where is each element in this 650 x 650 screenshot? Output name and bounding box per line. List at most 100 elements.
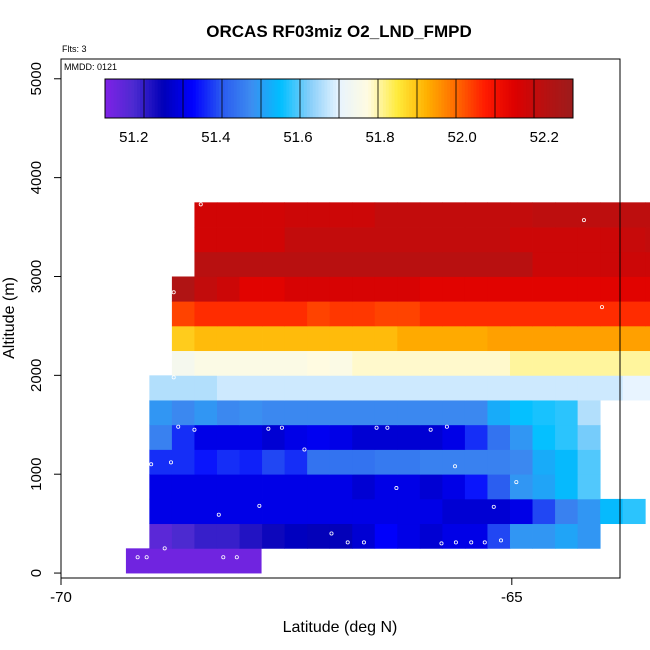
heatmap-cell [645,301,650,327]
flight-point [266,426,271,431]
heatmap-cell [216,474,240,500]
colorbar-swatch [189,79,194,118]
heatmap-cell [487,375,511,401]
heatmap-cell [194,498,218,525]
flight-point [581,218,586,223]
colorbar-swatch [213,79,217,118]
heatmap-cell [239,276,263,302]
heatmap-cell [262,474,285,500]
heatmap-cell [645,227,650,253]
colorbar-swatch [464,79,469,118]
heatmap-cell [397,227,421,253]
heatmap-cell [216,227,240,253]
heatmap-cell [577,498,601,525]
heatmap-cell [645,276,650,302]
heatmap-cell [577,375,601,401]
colorbar-swatch [379,79,384,118]
colorbar-swatch [183,79,188,118]
heatmap-cell [397,449,421,475]
colorbar-swatch [271,79,276,118]
heatmap-cell [487,400,511,426]
heatmap-cell [555,474,579,500]
heatmap-cell [577,523,601,549]
heatmap-cell [622,227,646,253]
heatmap-cell [284,301,308,327]
heatmap-cell [600,227,624,253]
heatmap-cell [532,202,556,228]
heatmap-cell [194,276,218,302]
heatmap-cell [284,474,308,500]
heatmap-cell [307,202,331,228]
colorbar-swatch [131,79,135,118]
heatmap-cell [532,498,556,525]
heatmap-cell [397,276,421,302]
heatmap-cell [397,474,421,500]
flight-point [144,555,149,560]
heatmap-cell [577,202,601,228]
colorbar-swatch [555,79,559,118]
heatmap-cell [419,424,443,450]
heatmap-cell [645,325,650,352]
flight-point [491,504,496,509]
heatmap-cell [262,301,285,327]
colorbar-swatch [461,79,466,118]
colorbar-swatch [224,79,229,118]
flight-point [149,462,154,467]
heatmap-cell [307,350,331,376]
heatmap-cell [419,301,443,327]
colorbar-swatch [339,79,343,118]
heatmap-cell [464,276,488,302]
colorbar-swatch [438,79,442,118]
colorbar-swatch [499,79,504,118]
colorbar-swatch [491,79,495,118]
heatmap-cell [622,350,646,376]
heatmap-cell [464,523,488,549]
colorbar-swatch [321,79,325,118]
colorbar-swatch [517,79,521,118]
heatmap-cell [329,375,353,401]
heatmap-cell [487,251,511,277]
heatmap-cell [329,424,353,450]
x-tick-label: -70 [50,589,72,606]
heatmap-cell [464,301,488,327]
heatmap-cell [284,375,308,401]
heatmap-cell [194,227,218,253]
flight-point [135,555,140,560]
heatmap-cell [645,251,650,277]
flight-point [428,427,433,432]
heatmap-cell [239,523,263,549]
colorbar-swatch [470,79,475,118]
colorbar-swatch [426,79,431,118]
heatmap-cells [125,202,650,574]
heatmap-cell [307,301,331,327]
colorbar-swatch [494,79,498,118]
flight-point [171,290,176,295]
colorbar-swatch [175,79,179,118]
heatmap-cell [352,400,376,426]
colorbar-swatch [116,79,121,118]
heatmap-cell [577,400,601,426]
heatmap-cell [194,449,218,475]
heatmap-cell [149,449,173,475]
heatmap-cell [216,424,240,450]
heatmap-cell [329,251,353,277]
heatmap-cell [352,523,376,549]
heatmap-cell [600,325,624,352]
y-tick-label: 0 [28,569,45,577]
heatmap-cell [555,449,579,475]
heatmap-cell [194,325,218,352]
heatmap-cell [262,375,285,401]
colorbar-swatch [526,79,530,118]
heatmap-cell [419,523,443,549]
heatmap-cell [171,375,195,401]
heatmap-cell [239,474,263,500]
heatmap-cell [352,276,376,302]
heatmap-cell [352,202,376,228]
colorbar-swatch [479,79,483,118]
colorbar-swatch [219,79,223,118]
heatmap-cell [239,227,263,253]
colorbar-swatch [119,79,124,118]
heatmap-cell [600,301,624,327]
colorbar-swatch [122,79,126,118]
